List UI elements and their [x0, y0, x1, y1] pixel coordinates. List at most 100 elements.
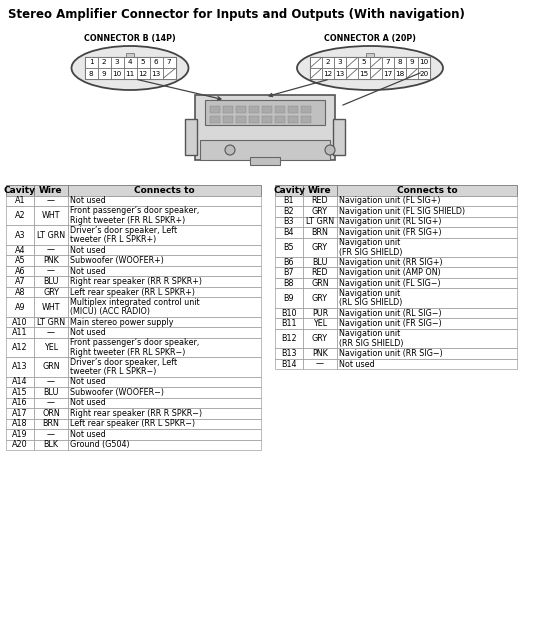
Text: BRN: BRN: [42, 419, 59, 428]
Text: LT GRN: LT GRN: [306, 217, 334, 227]
Bar: [275, 116, 285, 123]
Bar: [136, 68, 150, 79]
Text: 10: 10: [419, 60, 428, 65]
Text: Navigation unit: Navigation unit: [339, 238, 400, 247]
Text: —: —: [47, 267, 55, 276]
Circle shape: [325, 145, 335, 155]
Text: Front passenger’s door speaker,: Front passenger’s door speaker,: [70, 206, 199, 215]
Bar: [68, 440, 261, 450]
Text: A18: A18: [12, 419, 28, 428]
Bar: [275, 318, 303, 329]
Bar: [337, 227, 517, 237]
Text: A15: A15: [12, 388, 28, 397]
Bar: [275, 106, 285, 113]
Text: Navigation unit (RR SIG−): Navigation unit (RR SIG−): [339, 349, 443, 358]
Bar: [301, 116, 311, 123]
Circle shape: [225, 145, 235, 155]
Bar: [68, 206, 261, 225]
Bar: [337, 195, 517, 206]
Text: Subwoofer (WOOFER+): Subwoofer (WOOFER+): [70, 256, 164, 265]
Bar: [34, 397, 68, 408]
Bar: [185, 119, 197, 155]
Bar: [406, 57, 418, 68]
Bar: [337, 308, 517, 318]
Bar: [275, 216, 303, 227]
Text: A3: A3: [15, 230, 25, 239]
Bar: [303, 329, 337, 348]
Text: 3: 3: [115, 60, 119, 65]
Bar: [136, 57, 150, 68]
Text: 8: 8: [398, 60, 402, 65]
Bar: [288, 116, 298, 123]
Bar: [337, 318, 517, 329]
Text: GRY: GRY: [312, 243, 328, 252]
Text: 9: 9: [102, 70, 106, 77]
Bar: [68, 225, 261, 245]
Bar: [97, 57, 111, 68]
Text: —: —: [47, 246, 55, 255]
Bar: [68, 195, 261, 206]
Bar: [34, 185, 68, 195]
Text: 7: 7: [386, 60, 390, 65]
Bar: [337, 216, 517, 227]
Text: Navigation unit: Navigation unit: [339, 329, 400, 338]
Text: A2: A2: [15, 211, 25, 220]
Text: 12: 12: [323, 70, 333, 77]
Bar: [68, 429, 261, 440]
Text: GRN: GRN: [42, 362, 60, 371]
Bar: [346, 68, 358, 79]
Text: Navigation unit: Navigation unit: [339, 289, 400, 298]
Bar: [6, 429, 34, 440]
Text: 13: 13: [151, 70, 161, 77]
Bar: [236, 106, 246, 113]
Bar: [303, 268, 337, 278]
Bar: [275, 257, 303, 268]
Bar: [337, 329, 517, 348]
Bar: [337, 185, 517, 195]
Text: PNK: PNK: [43, 256, 59, 265]
Text: 7: 7: [167, 60, 171, 65]
Text: B2: B2: [284, 207, 294, 216]
Text: Navigation unit (AMP ON): Navigation unit (AMP ON): [339, 268, 441, 277]
Text: Driver’s door speaker, Left: Driver’s door speaker, Left: [70, 226, 177, 235]
Bar: [200, 140, 330, 160]
Bar: [337, 348, 517, 359]
Text: PUR: PUR: [312, 308, 328, 317]
Bar: [250, 157, 280, 165]
Text: B9: B9: [284, 294, 294, 303]
Text: A13: A13: [12, 362, 28, 371]
Bar: [322, 57, 334, 68]
Bar: [6, 195, 34, 206]
Text: A11: A11: [12, 328, 28, 337]
Text: A20: A20: [12, 440, 28, 449]
Text: Not used: Not used: [70, 328, 106, 337]
Bar: [85, 57, 97, 68]
Text: BRN: BRN: [311, 228, 328, 237]
Bar: [111, 68, 124, 79]
Bar: [68, 327, 261, 338]
Text: —: —: [47, 328, 55, 337]
Bar: [68, 276, 261, 287]
Bar: [275, 329, 303, 348]
Text: Front passenger’s door speaker,: Front passenger’s door speaker,: [70, 338, 199, 347]
Bar: [275, 268, 303, 278]
Bar: [303, 348, 337, 359]
Bar: [303, 216, 337, 227]
Bar: [303, 289, 337, 308]
Bar: [6, 397, 34, 408]
Bar: [68, 408, 261, 419]
Bar: [6, 225, 34, 245]
Text: 5: 5: [362, 60, 366, 65]
Text: Navigation unit (RL SIG+): Navigation unit (RL SIG+): [339, 217, 442, 227]
Bar: [366, 53, 374, 57]
Bar: [358, 68, 370, 79]
Text: GRN: GRN: [311, 278, 329, 287]
Text: A1: A1: [15, 196, 25, 205]
Bar: [34, 225, 68, 245]
Text: WHT: WHT: [42, 303, 60, 312]
Bar: [370, 68, 382, 79]
Text: PNK: PNK: [312, 349, 328, 358]
Text: Left rear speaker (RR L SPKR−): Left rear speaker (RR L SPKR−): [70, 419, 195, 428]
Text: WHT: WHT: [42, 211, 60, 220]
Bar: [34, 195, 68, 206]
